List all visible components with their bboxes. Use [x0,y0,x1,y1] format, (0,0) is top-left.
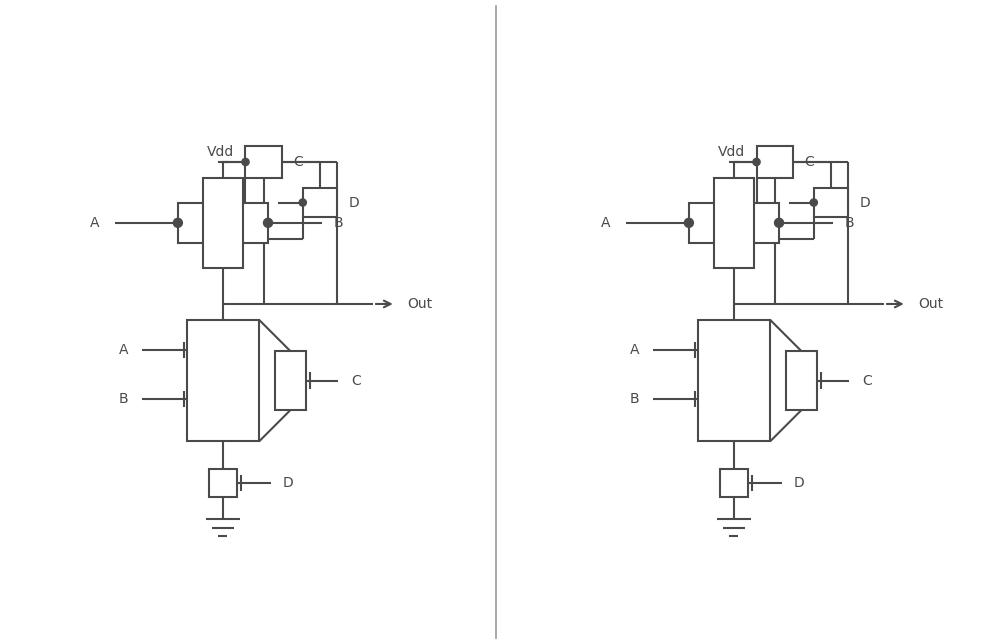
Bar [698,320,770,442]
Bar [303,188,337,217]
Bar [713,178,755,268]
Text: D: D [349,196,359,209]
Text: C: C [804,155,814,169]
Text: D: D [860,196,870,209]
Text: C: C [863,374,872,388]
Bar [187,320,259,442]
Text: B: B [845,216,854,230]
Circle shape [264,218,273,227]
Circle shape [684,218,693,227]
Bar [814,188,848,217]
Text: A: A [600,216,610,230]
Circle shape [811,199,818,206]
Circle shape [753,158,761,166]
Text: Out: Out [918,297,943,311]
Bar [757,146,793,178]
Text: D: D [283,476,294,490]
Text: A: A [630,343,639,357]
Text: B: B [118,392,128,406]
Text: A: A [119,343,128,357]
Text: B: B [629,392,639,406]
Circle shape [300,199,307,206]
Bar [178,203,268,243]
Bar [245,146,282,178]
Text: A: A [89,216,99,230]
Bar [202,178,243,268]
Bar [719,469,748,497]
Circle shape [173,218,182,227]
Bar [786,352,818,410]
Text: Vdd: Vdd [718,145,745,159]
Text: C: C [293,155,303,169]
Bar [208,469,237,497]
Bar [689,203,779,243]
Bar [275,352,307,410]
Circle shape [775,218,784,227]
Text: B: B [334,216,343,230]
Circle shape [241,158,249,166]
Text: Out: Out [407,297,432,311]
Text: Vdd: Vdd [207,145,234,159]
Text: C: C [352,374,361,388]
Text: D: D [794,476,805,490]
